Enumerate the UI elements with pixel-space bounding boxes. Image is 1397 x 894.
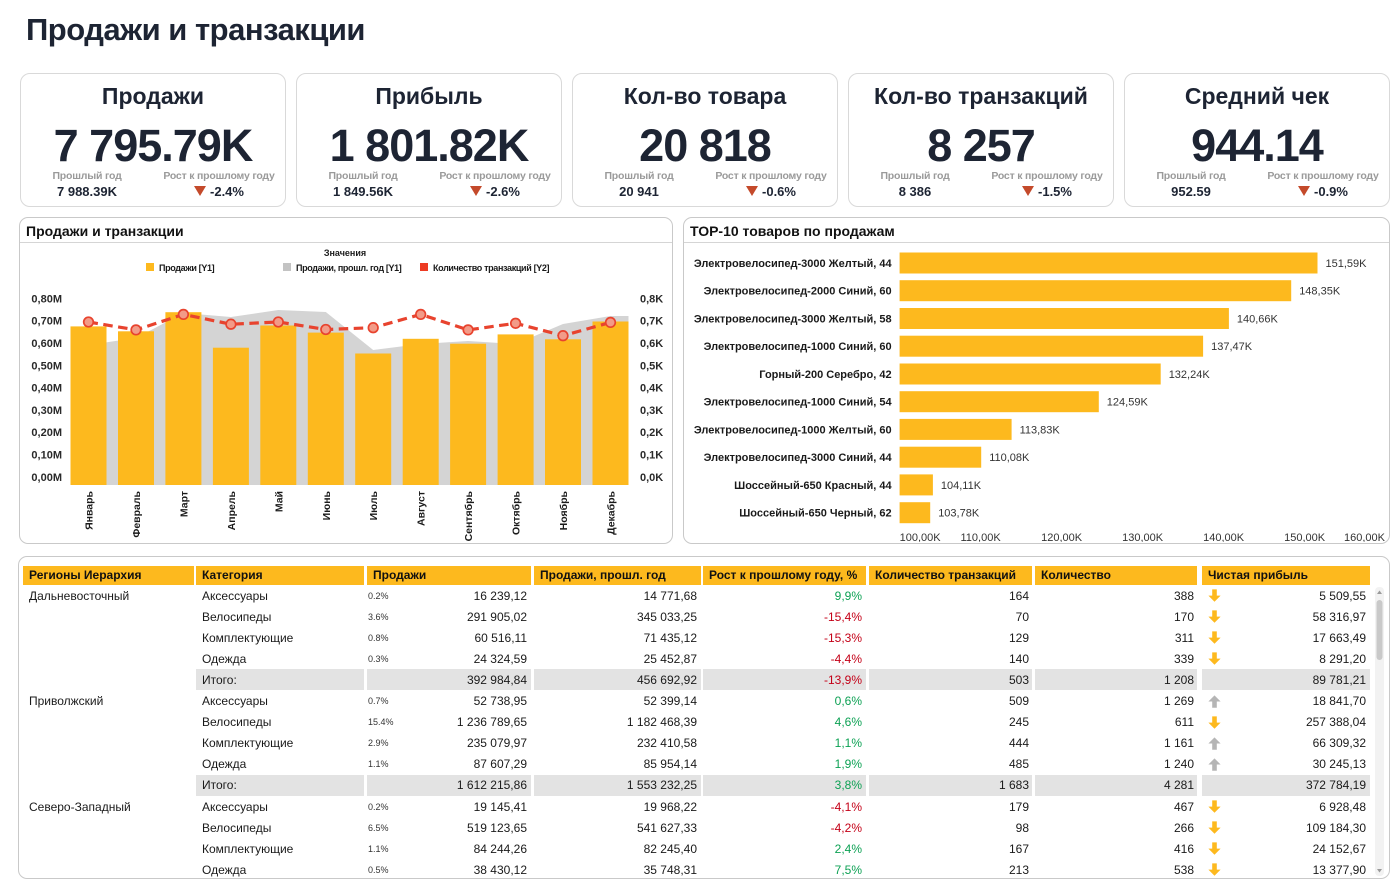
svg-text:Электровелосипед-1000 Желтый,: Электровелосипед-1000 Желтый, 60 bbox=[694, 424, 892, 436]
svg-text:Январь: Январь bbox=[84, 490, 96, 529]
svg-text:Октябрь: Октябрь bbox=[511, 490, 523, 535]
svg-text:150,00K: 150,00K bbox=[1284, 532, 1326, 542]
svg-text:Июнь: Июнь bbox=[321, 490, 333, 520]
svg-text:0,50M: 0,50M bbox=[31, 360, 62, 372]
svg-text:0,4K: 0,4K bbox=[640, 383, 663, 395]
svg-text:Август: Август bbox=[416, 491, 428, 526]
svg-text:Март: Март bbox=[178, 491, 190, 517]
svg-text:Декабрь: Декабрь bbox=[606, 490, 618, 534]
svg-text:Сентябрь: Сентябрь bbox=[463, 490, 475, 541]
svg-text:0,40M: 0,40M bbox=[31, 383, 62, 395]
svg-text:Электровелосипед-3000 Желтый,: Электровелосипед-3000 Желтый, 44 bbox=[694, 258, 893, 270]
svg-text:Май: Май bbox=[273, 491, 285, 512]
svg-text:140,66K: 140,66K bbox=[1237, 314, 1279, 326]
svg-text:0,70M: 0,70M bbox=[31, 316, 62, 328]
svg-text:148,35K: 148,35K bbox=[1299, 286, 1341, 298]
svg-text:Горный-200 Серебро, 42: Горный-200 Серебро, 42 bbox=[759, 369, 891, 381]
svg-text:0,0K: 0,0K bbox=[640, 472, 663, 484]
svg-text:0,10M: 0,10M bbox=[31, 450, 62, 462]
svg-text:0,20M: 0,20M bbox=[31, 427, 62, 439]
svg-text:132,24K: 132,24K bbox=[1169, 369, 1211, 381]
svg-text:103,78K: 103,78K bbox=[938, 508, 980, 520]
svg-text:110,08K: 110,08K bbox=[989, 452, 1030, 464]
svg-text:100,00K: 100,00K bbox=[900, 532, 942, 542]
svg-text:0,6K: 0,6K bbox=[640, 338, 663, 350]
svg-text:Ноябрь: Ноябрь bbox=[558, 490, 570, 530]
svg-text:130,00K: 130,00K bbox=[1122, 532, 1164, 542]
svg-text:Апрель: Апрель bbox=[226, 490, 238, 530]
svg-text:0,7K: 0,7K bbox=[640, 316, 663, 328]
svg-text:0,8K: 0,8K bbox=[640, 293, 663, 305]
svg-text:124,59K: 124,59K bbox=[1107, 397, 1149, 409]
svg-text:120,00K: 120,00K bbox=[1041, 532, 1083, 542]
svg-text:Июль: Июль bbox=[368, 490, 380, 520]
svg-text:0,30M: 0,30M bbox=[31, 405, 62, 417]
svg-text:0,2K: 0,2K bbox=[640, 427, 663, 439]
svg-text:140,00K: 140,00K bbox=[1203, 532, 1245, 542]
svg-text:Электровелосипед-1000 Синий, 6: Электровелосипед-1000 Синий, 60 bbox=[704, 341, 892, 353]
svg-text:137,47K: 137,47K bbox=[1211, 341, 1253, 353]
svg-text:Шоссейный-650 Красный, 44: Шоссейный-650 Красный, 44 bbox=[734, 480, 892, 492]
svg-text:Электровелосипед-3000 Синий, 4: Электровелосипед-3000 Синий, 44 bbox=[704, 452, 893, 464]
svg-text:151,59K: 151,59K bbox=[1326, 258, 1368, 270]
svg-text:110,00K: 110,00K bbox=[961, 532, 1002, 542]
svg-text:Электровелосипед-2000 Синий, 6: Электровелосипед-2000 Синий, 60 bbox=[704, 286, 892, 298]
svg-text:Электровелосипед-1000 Синий, 5: Электровелосипед-1000 Синий, 54 bbox=[704, 397, 893, 409]
svg-text:Шоссейный-650 Черный, 62: Шоссейный-650 Черный, 62 bbox=[739, 508, 891, 520]
svg-text:0,5K: 0,5K bbox=[640, 360, 663, 372]
svg-text:Электровелосипед-3000 Желтый,: Электровелосипед-3000 Желтый, 58 bbox=[694, 314, 892, 326]
svg-text:0,60M: 0,60M bbox=[31, 338, 62, 350]
svg-text:0,3K: 0,3K bbox=[640, 405, 663, 417]
svg-text:0,00M: 0,00M bbox=[31, 472, 62, 484]
svg-text:0,1K: 0,1K bbox=[640, 450, 663, 462]
svg-text:160,00K: 160,00K bbox=[1344, 532, 1386, 542]
svg-text:0,80M: 0,80M bbox=[31, 293, 62, 305]
svg-text:113,83K: 113,83K bbox=[1020, 424, 1061, 436]
svg-text:Февраль: Февраль bbox=[131, 490, 143, 537]
svg-text:104,11K: 104,11K bbox=[941, 480, 982, 492]
